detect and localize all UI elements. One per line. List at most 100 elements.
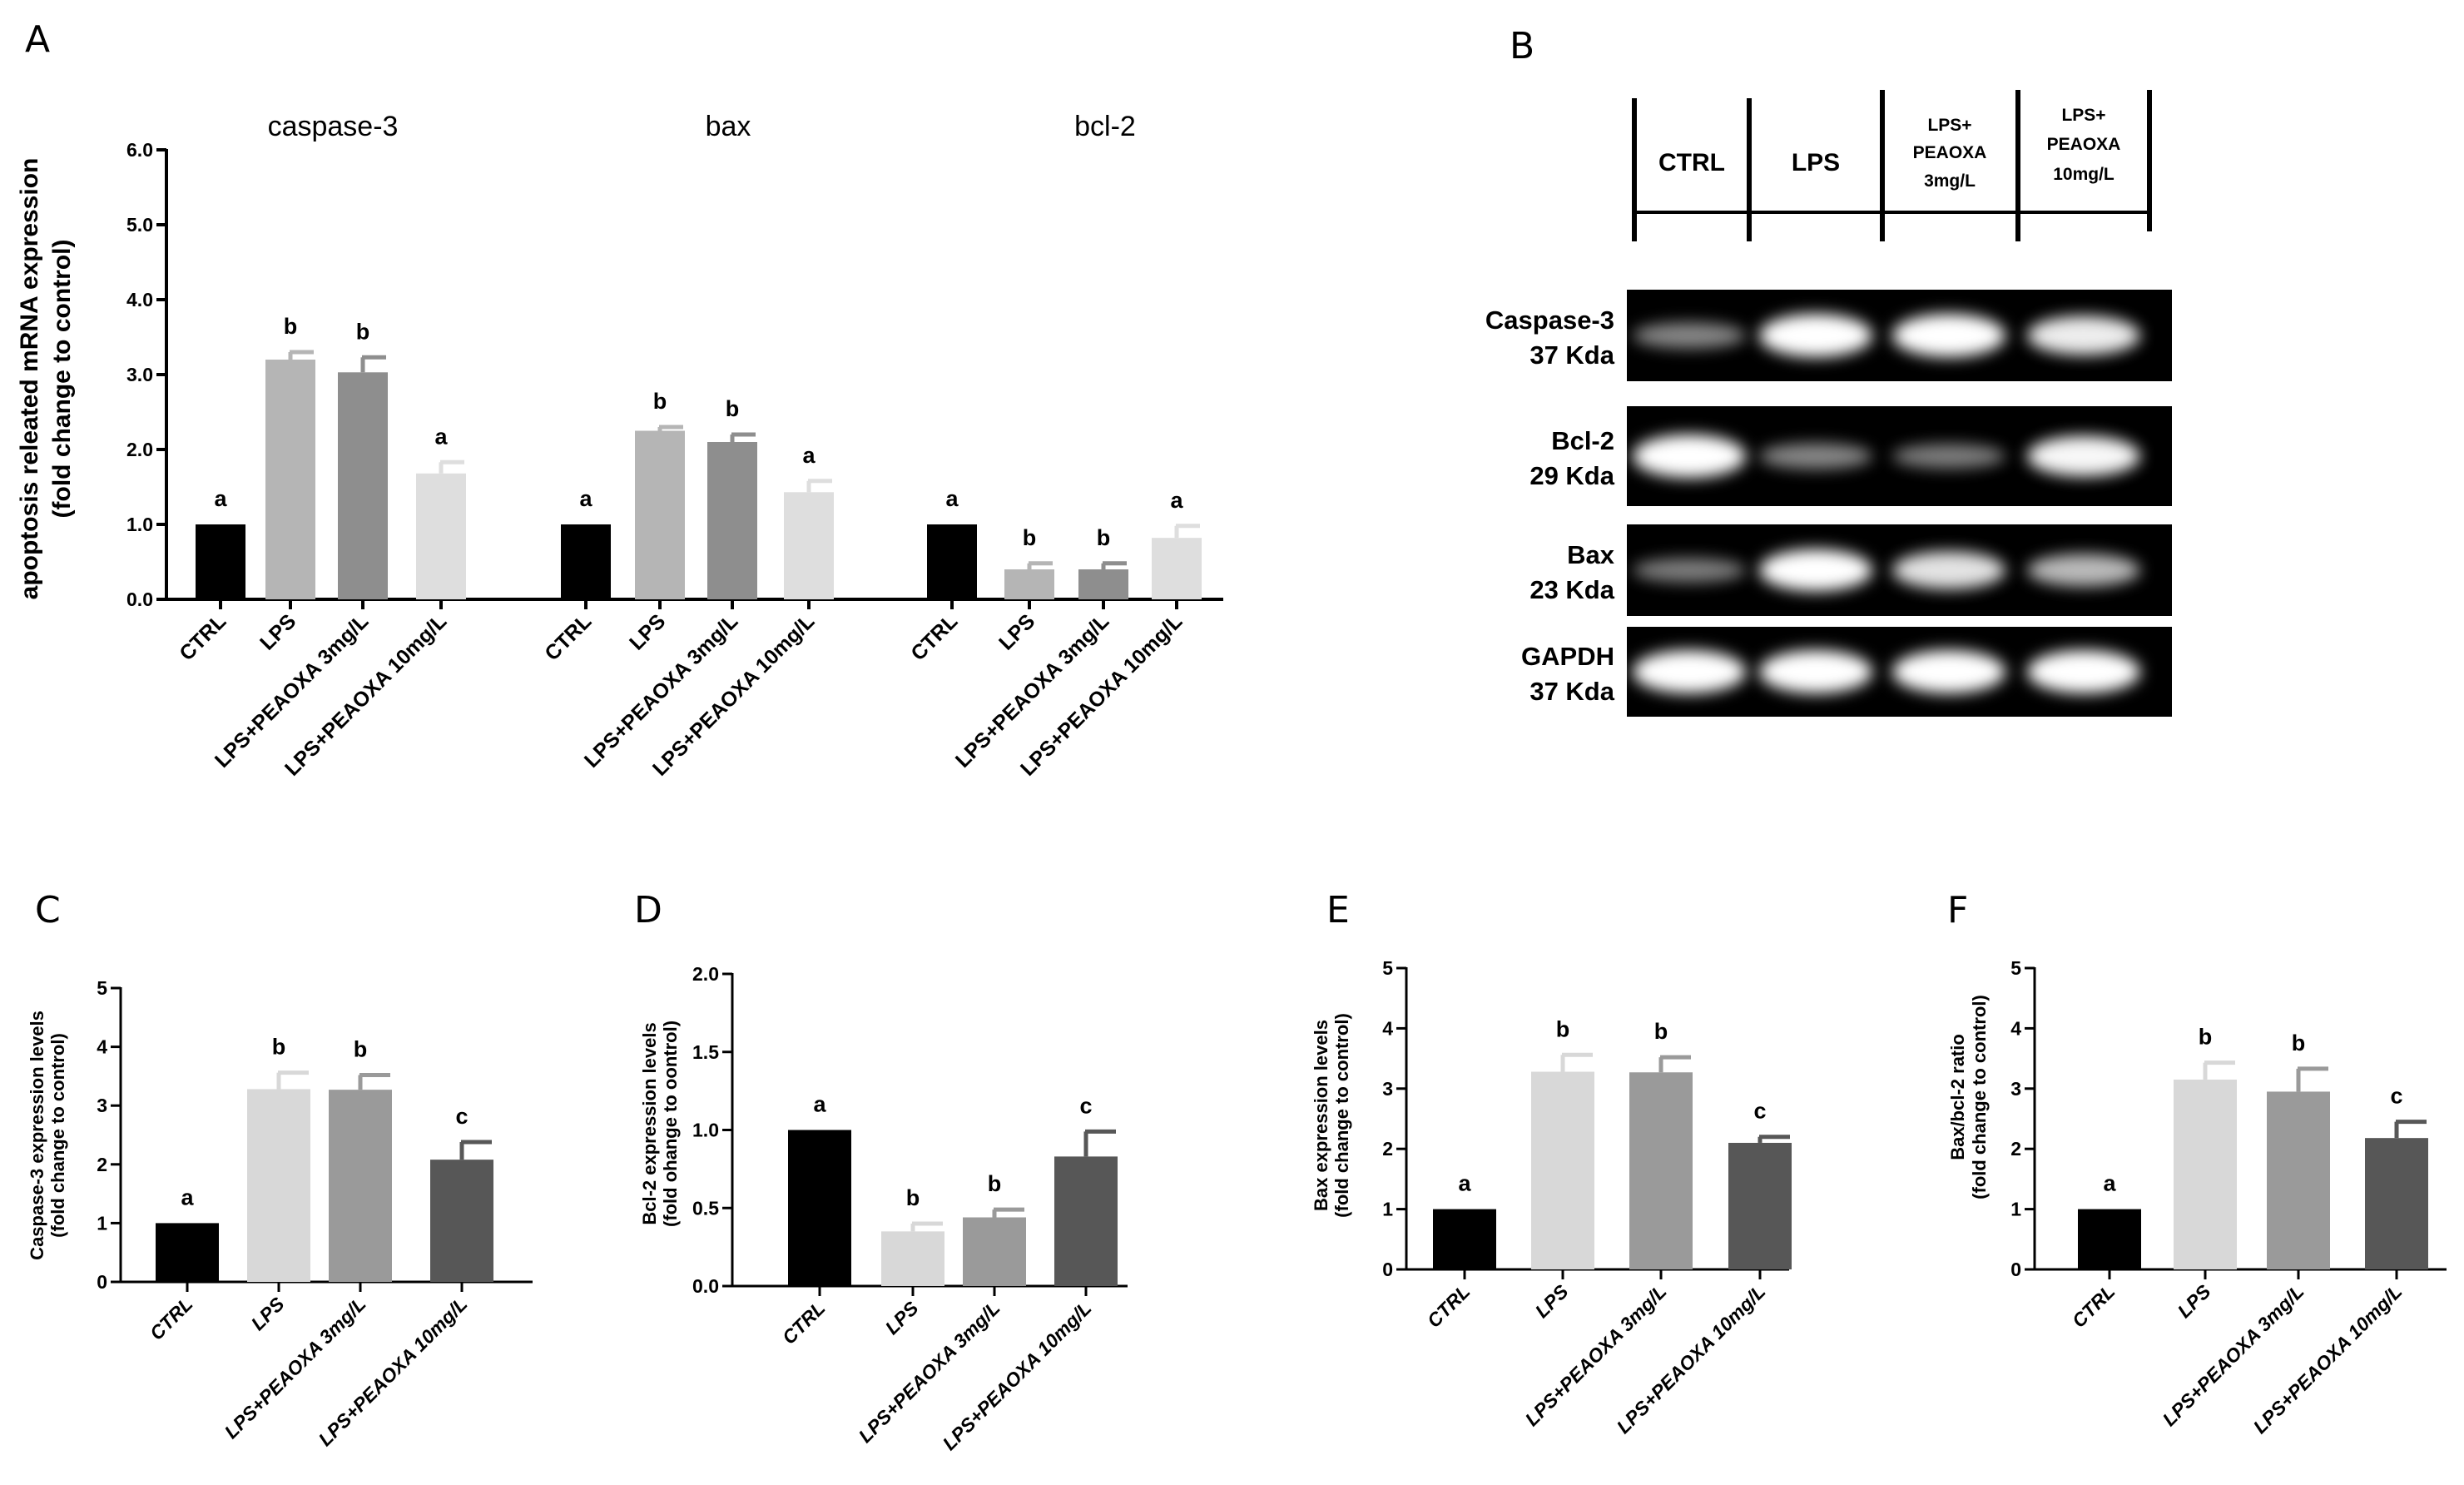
- panel-c-significance-lps-peaoxa-3mg-l: b: [354, 1036, 368, 1061]
- western-blot-panel-b: CTRL LPS LPS+ PEAOXA 3mg/L LPS+ PEAOXA 1…: [1485, 90, 2172, 717]
- panel-f-y-tick-label: 4: [2010, 1017, 2021, 1039]
- panel-c-y-tick-label: 3: [97, 1095, 107, 1116]
- wb-row-size-bcl-2: 29 Kda: [1529, 461, 1614, 490]
- panel-f-significance-lps: b: [2199, 1025, 2213, 1050]
- panel-d-bar-ctrl: [788, 1130, 851, 1286]
- panel-f-y-tick-label: 0: [2010, 1259, 2021, 1280]
- panel-c-ylabel-line1: Caspase-3 expression levels: [27, 1011, 47, 1260]
- panel-a-bcl-2-significance-lps-peaoxa-3mg-l: b: [1097, 525, 1111, 550]
- wb-row-name-bax: Bax: [1567, 540, 1615, 569]
- panel-a-bax-bar-lps: [635, 430, 685, 599]
- panel-f-bar-ctrl: [2078, 1209, 2141, 1269]
- panel-c-significance-lps: b: [272, 1035, 286, 1060]
- panel-a-y-tick-label: 2.0: [126, 439, 153, 460]
- panel-d-ylabel-line1: Bcl-2 expression levels: [639, 1022, 660, 1224]
- panel-d-significance-lps: b: [906, 1185, 920, 1210]
- panel-f-bar-lps-peaoxa-10mg-l: [2365, 1138, 2428, 1269]
- panel-a-caspase-3-x-tick-label: LPS+PEAOXA 10mg/L: [280, 609, 451, 780]
- panel-e-significance-ctrl: a: [1458, 1171, 1471, 1196]
- panel-a-bcl-2-bar-lps-peaoxa-3mg-l: [1078, 569, 1128, 599]
- panel-a-caspase-3-significance-ctrl: a: [214, 486, 227, 511]
- wb-band-gapdh-lane-3: [1892, 650, 2005, 693]
- panel-a-caspase-3-bar-ctrl: [196, 524, 245, 599]
- panel-f-significance-lps-peaoxa-3mg-l: b: [2292, 1031, 2306, 1055]
- panel-a-caspase-3-bar-lps-peaoxa-10mg-l: [416, 473, 466, 599]
- wb-lane-label-ctrl: CTRL: [1658, 149, 1725, 176]
- panel-d-x-tick-label: LPS: [881, 1297, 923, 1338]
- wb-band-bax-lane-1: [1633, 558, 1746, 583]
- chart-panel-d: Bcl-2 expression levels (fold ohange to …: [639, 963, 1128, 1454]
- panel-a-caspase-3-significance-lps: b: [284, 314, 298, 339]
- panel-f-y-tick-label: 2: [2010, 1138, 2021, 1160]
- panel-c-y-tick-label: 1: [97, 1212, 107, 1234]
- panel-e-y-tick-label: 2: [1382, 1138, 1393, 1160]
- chart-panel-a: apoptosis releated mRNA expression (fold…: [16, 111, 1223, 781]
- panel-a-bcl-2-significance-ctrl: a: [945, 486, 959, 511]
- panel-e-x-tick-label: LPS: [1531, 1280, 1573, 1322]
- panel-f-significance-ctrl: a: [2103, 1171, 2116, 1196]
- panel-c-significance-ctrl: a: [181, 1185, 194, 1209]
- panel-a-caspase-3-significance-lps-peaoxa-3mg-l: b: [356, 319, 370, 344]
- panel-e-bar-ctrl: [1433, 1209, 1496, 1269]
- panel-a-bax-x-tick-label: LPS: [625, 609, 670, 654]
- panel-d-y-tick-label: 0.5: [692, 1197, 719, 1219]
- wb-row-size-caspase-3: 37 Kda: [1529, 340, 1614, 370]
- wb-row-name-caspase-3: Caspase-3: [1485, 305, 1614, 335]
- wb-lane-header: CTRL LPS LPS+ PEAOXA 3mg/L LPS+ PEAOXA 1…: [1632, 90, 2152, 241]
- panel-c-x-tick-label: CTRL: [146, 1293, 197, 1344]
- panel-e-significance-lps: b: [1556, 1016, 1570, 1041]
- wb-band-bax-lane-3: [1892, 551, 2005, 589]
- panel-a-bcl-2-bar-lps: [1004, 569, 1054, 599]
- panel-c-y-tick-label: 0: [97, 1271, 107, 1293]
- panel-a-bcl-2-significance-lps-peaoxa-10mg-l: a: [1170, 488, 1183, 513]
- wb-band-caspase-3-lane-2: [1759, 314, 1872, 357]
- panel-a-y-tick-label: 5.0: [126, 214, 153, 236]
- panel-a-caspase-3-x-tick-label: CTRL: [175, 609, 231, 665]
- panel-d-y-tick-label: 1.0: [692, 1120, 719, 1141]
- panel-d-y-tick-label: 0.0: [692, 1275, 719, 1297]
- panel-e-y-tick-label: 0: [1382, 1259, 1393, 1280]
- panel-f-significance-lps-peaoxa-10mg-l: c: [2390, 1084, 2402, 1109]
- panel-f-ylabel-line1: Bax/bcl-2 ratio: [1947, 1034, 1968, 1160]
- panel-c-ylabel-line2: (fold change to control): [47, 1033, 68, 1238]
- panel-d-bar-lps: [881, 1231, 944, 1286]
- panel-a-bcl-2-bar-lps-peaoxa-10mg-l: [1152, 538, 1202, 599]
- chart-panel-f: Bax/bcl-2 ratio (fold change to control)…: [1947, 957, 2447, 1438]
- wb-row-size-gapdh: 37 Kda: [1529, 677, 1614, 706]
- wb-band-gapdh-lane-1: [1633, 650, 1746, 693]
- panel-a-group-title-caspase3: caspase-3: [268, 111, 399, 142]
- panel-f-bar-lps-peaoxa-3mg-l: [2267, 1091, 2330, 1269]
- panel-f-y-tick-label: 1: [2010, 1199, 2021, 1220]
- panel-e-bar-lps-peaoxa-3mg-l: [1629, 1072, 1693, 1269]
- wb-band-gapdh-lane-2: [1759, 650, 1872, 693]
- panel-e-bar-lps-peaoxa-10mg-l: [1728, 1142, 1792, 1269]
- panel-d-significance-lps-peaoxa-3mg-l: b: [988, 1171, 1002, 1196]
- panel-d-bar-lps-peaoxa-3mg-l: [963, 1217, 1026, 1286]
- panel-c-bar-lps-peaoxa-10mg-l: [430, 1160, 493, 1282]
- panel-a-caspase-3-bar-lps-peaoxa-3mg-l: [338, 372, 388, 599]
- panel-c-bar-lps-peaoxa-3mg-l: [329, 1090, 392, 1282]
- panel-f-x-tick-label: LPS: [2174, 1280, 2215, 1322]
- panel-d-y-tick-label: 2.0: [692, 963, 719, 985]
- panel-d-x-tick-label: CTRL: [778, 1297, 830, 1348]
- wb-band-caspase-3-lane-1: [1633, 322, 1746, 349]
- panel-a-ylabel-line1: apoptosis releated mRNA expression: [16, 158, 43, 600]
- panel-a-bax-x-tick-label: LPS+PEAOXA 10mg/L: [648, 609, 819, 780]
- panel-a-bcl-2-bar-ctrl: [927, 524, 977, 599]
- panel-a-bcl-2-x-tick-label: CTRL: [906, 609, 962, 665]
- panel-c-x-tick-label: LPS: [247, 1293, 289, 1334]
- wb-lane-label-lps: LPS: [1792, 149, 1840, 176]
- panel-a-caspase-3-x-tick-label: LPS: [255, 609, 300, 654]
- panel-a-caspase-3-significance-lps-peaoxa-10mg-l: a: [434, 424, 448, 449]
- panel-a-bax-bar-lps-peaoxa-3mg-l: [707, 442, 757, 599]
- panel-c-significance-lps-peaoxa-10mg-l: c: [455, 1104, 468, 1129]
- panel-d-significance-lps-peaoxa-10mg-l: c: [1079, 1093, 1092, 1118]
- panel-e-significance-lps-peaoxa-3mg-l: b: [1654, 1019, 1668, 1044]
- wb-band-caspase-3-lane-3: [1892, 314, 2005, 357]
- panel-label-e: E: [1326, 889, 1350, 931]
- panel-a-bax-significance-lps-peaoxa-3mg-l: b: [726, 396, 740, 421]
- panel-a-bax-x-tick-label: CTRL: [540, 609, 596, 665]
- wb-lane3-line2: PEAOXA: [1913, 143, 1987, 162]
- panel-e-y-tick-label: 1: [1382, 1199, 1393, 1220]
